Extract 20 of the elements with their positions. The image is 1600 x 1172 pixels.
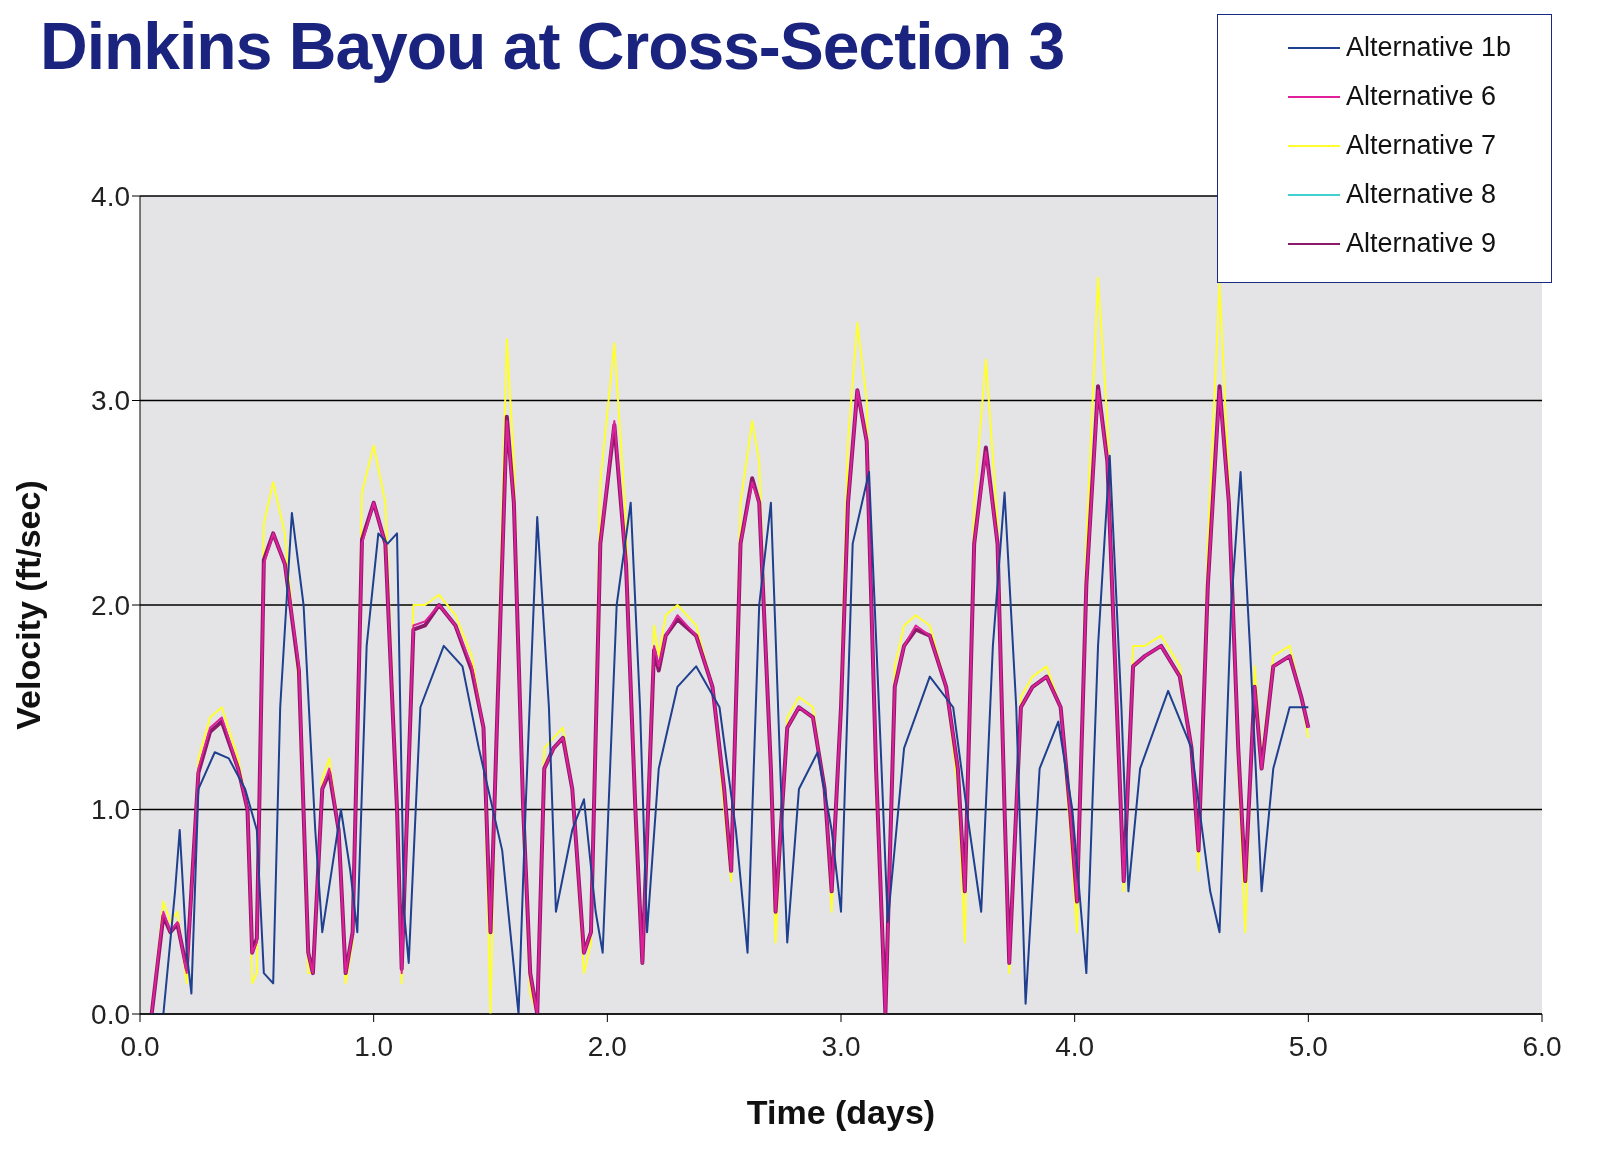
legend-label: Alternative 9 (1345, 228, 1496, 259)
y-tick-label: 1.0 (91, 794, 130, 826)
legend-label: Alternative 1b (1345, 32, 1511, 63)
x-tick-label: 4.0 (1055, 1030, 1095, 1062)
y-tick-label: 4.0 (91, 180, 130, 212)
x-tick-label: 3.0 (821, 1030, 861, 1062)
y-axis-title: Velocity (ft/sec) (9, 480, 48, 730)
x-tick-label: 5.0 (1288, 1030, 1328, 1062)
x-tick-label: 1.0 (354, 1030, 394, 1062)
chart-title: Dinkins Bayou at Cross-Section 3 (40, 8, 1065, 84)
x-axis-title: Time (days) (746, 1093, 936, 1131)
legend-label: Alternative 7 (1345, 130, 1496, 161)
y-tick-label: 3.0 (91, 385, 130, 417)
x-tick-label: 6.0 (1522, 1030, 1562, 1062)
legend-label: Alternative 6 (1345, 81, 1496, 112)
x-tick-label: 0.0 (120, 1030, 160, 1062)
legend-label: Alternative 8 (1345, 179, 1496, 210)
x-tick-label: 2.0 (587, 1030, 627, 1062)
y-tick-label: 0.0 (91, 998, 130, 1030)
y-tick-label: 2.0 (91, 589, 130, 621)
